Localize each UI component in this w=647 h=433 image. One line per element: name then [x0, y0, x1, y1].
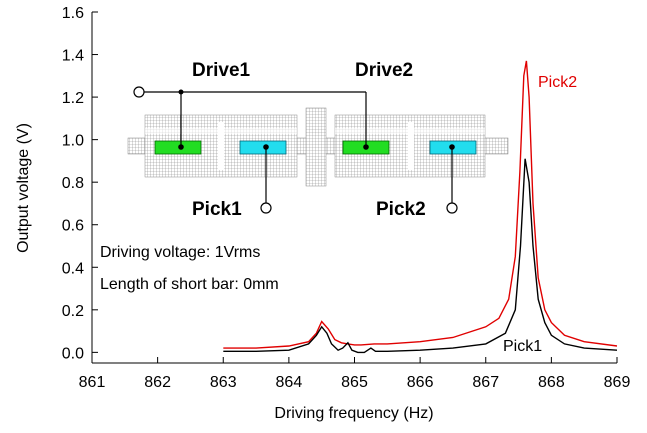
y-tick-label: 0.6: [62, 218, 84, 235]
y-tick-label: 1.2: [62, 90, 84, 107]
y-tick-label: 1.4: [62, 48, 84, 65]
pick1-terminal: [260, 202, 272, 214]
x-tick-label: 865: [341, 374, 368, 391]
x-tick-label: 869: [604, 374, 631, 391]
drive1-electrode: [154, 140, 202, 155]
y-tick-label: 0.2: [62, 303, 84, 320]
series-line-pick1: [223, 158, 618, 354]
y-tick-label: 0.8: [62, 175, 84, 192]
drive1-label: Drive1: [192, 60, 251, 81]
x-tick-label: 861: [79, 374, 106, 391]
y-tick-label: 1.6: [62, 5, 84, 22]
series-line-pick2: [223, 60, 618, 349]
drive-terminal: [133, 86, 145, 98]
driving-voltage-note: Driving voltage: 1Vrms: [100, 244, 260, 261]
pick2-terminal: [446, 202, 458, 214]
x-axis-label: Driving frequency (Hz): [274, 405, 433, 422]
x-tick-label: 868: [538, 374, 565, 391]
inset-pick2-label: Pick2: [376, 199, 426, 220]
y-tick-label: 0.0: [62, 345, 84, 362]
x-tick-label: 867: [472, 374, 499, 391]
x-tick-label: 862: [144, 374, 171, 391]
device-short-bar: [305, 107, 327, 187]
y-tick-label: 0.4: [62, 260, 84, 277]
x-tick-label: 866: [407, 374, 434, 391]
inset-pick1-label: Pick1: [192, 199, 242, 220]
drive2-label: Drive2: [355, 60, 413, 81]
x-tick-label: 863: [210, 374, 237, 391]
y-tick-label: 1.0: [62, 133, 84, 150]
x-tick-label: 864: [276, 374, 303, 391]
y-ticks: 0.0 0.2 0.4 0.6 0.8 1.0 1.2 1.4 1.6: [62, 5, 98, 362]
series-label-pick2: Pick2: [538, 74, 577, 91]
y-axis-label: Output voltage (V): [15, 123, 32, 253]
device-inset: Drive1 Drive2 Pick1 Pick2: [127, 60, 509, 220]
short-bar-note: Length of short bar: 0mm: [100, 276, 279, 293]
x-ticks: 861 862 863 864 865 866 867 868 869: [79, 357, 631, 391]
pick1-electrode: [239, 140, 287, 155]
series-label-pick1: Pick1: [503, 338, 542, 355]
